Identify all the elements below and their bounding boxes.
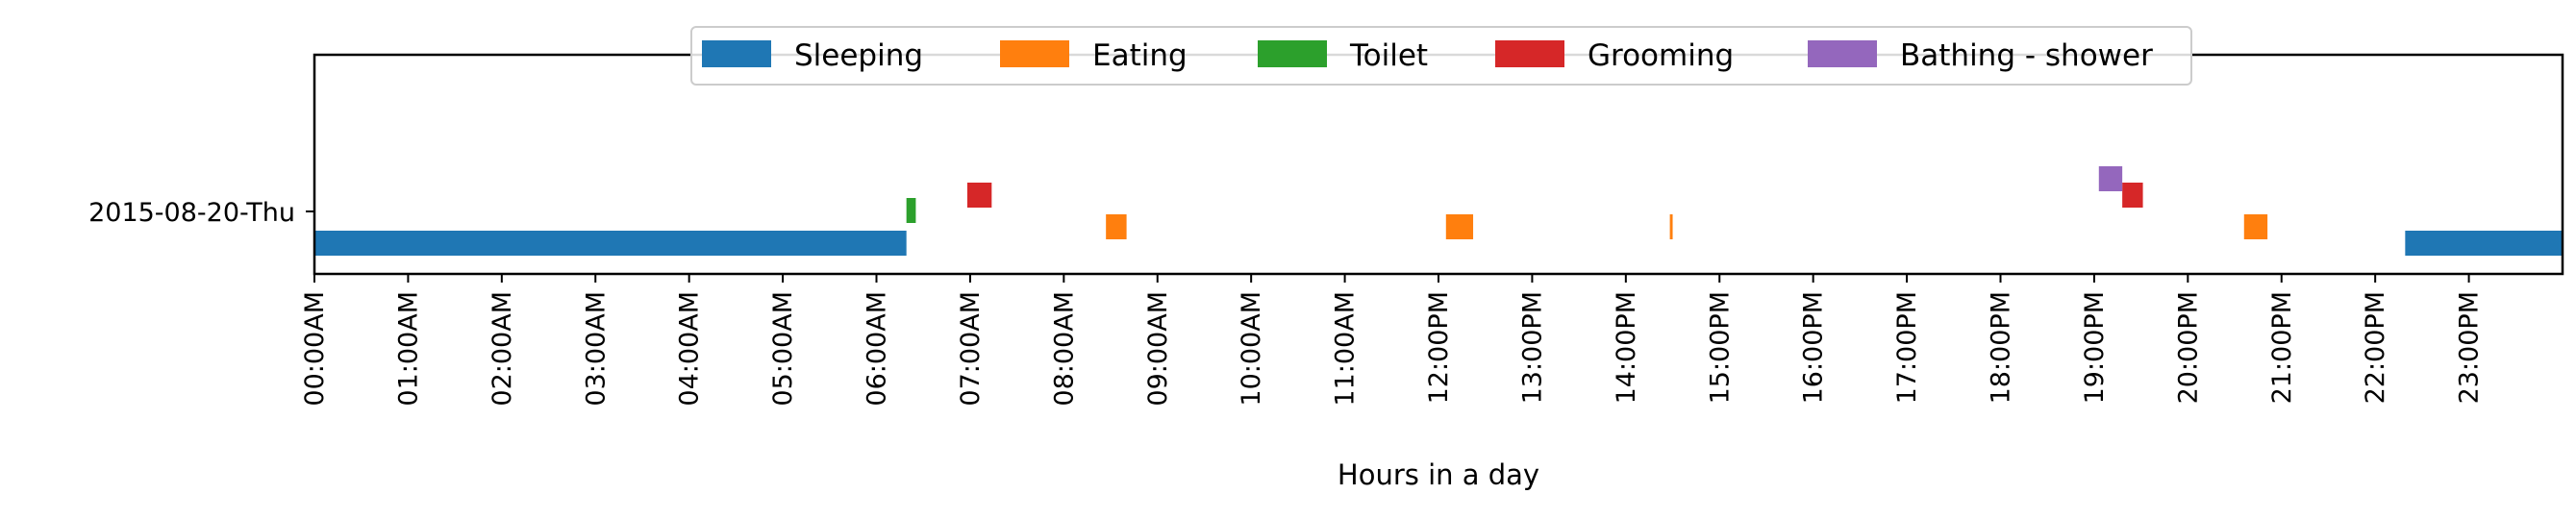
- bar-grooming-0: [966, 183, 992, 208]
- legend-swatch-eating: [1000, 40, 1069, 67]
- x-tick-label: 08:00AM: [1049, 291, 1079, 407]
- bar-eating-0: [1106, 214, 1127, 239]
- x-tick-label: 02:00AM: [488, 291, 517, 407]
- legend-label-bathing-shower: Bathing - shower: [1900, 38, 2153, 73]
- x-tick-label: 11:00AM: [1331, 291, 1361, 407]
- legend-swatch-toilet: [1258, 40, 1327, 67]
- x-tick-label: 19:00PM: [2080, 291, 2110, 404]
- y-axis: 2015-08-20-Thu: [88, 198, 314, 228]
- plot-bars: [314, 166, 2563, 256]
- x-tick-label: 09:00AM: [1143, 291, 1173, 407]
- x-tick-label: 17:00PM: [1892, 291, 1922, 404]
- x-tick-label: 23:00PM: [2455, 291, 2485, 404]
- x-axis: 00:00AM 01:00AM 02:00AM 03:00AM 04:00AM 05:00…: [300, 274, 2485, 407]
- bar-eating-2: [1669, 214, 1673, 239]
- legend-label-sleeping: Sleeping: [794, 38, 923, 73]
- bar-eating-1: [1445, 214, 1474, 239]
- x-tick-label: 01:00AM: [393, 291, 423, 407]
- x-tick-label: 15:00PM: [1705, 291, 1735, 404]
- bar-sleeping-1: [2405, 231, 2563, 256]
- x-tick-label: 04:00AM: [675, 291, 705, 407]
- y-tick-label: 2015-08-20-Thu: [88, 198, 295, 228]
- x-axis-label: Hours in a day: [1338, 458, 1539, 491]
- x-tick-label: 07:00AM: [956, 291, 986, 407]
- bar-eating-3: [2243, 214, 2268, 239]
- x-tick-label: 00:00AM: [300, 291, 330, 407]
- x-tick-label: 03:00AM: [581, 291, 611, 407]
- x-tick-label: 10:00AM: [1237, 291, 1266, 407]
- legend-label-eating: Eating: [1092, 38, 1188, 73]
- legend: Sleeping Eating Toilet Grooming Bathing - sh…: [690, 26, 2192, 86]
- legend-label-toilet: Toilet: [1349, 38, 1428, 73]
- x-tick-label: 22:00PM: [2361, 291, 2390, 404]
- legend-swatch-sleeping: [702, 40, 771, 67]
- bar-toilet-0: [906, 198, 916, 223]
- x-tick-label: 18:00PM: [1987, 291, 2016, 404]
- x-tick-label: 14:00PM: [1612, 291, 1641, 404]
- x-tick-label: 21:00PM: [2267, 291, 2297, 404]
- bar-sleeping-0: [314, 231, 907, 256]
- legend-swatch-grooming: [1495, 40, 1564, 67]
- x-tick-label: 06:00AM: [863, 291, 892, 407]
- legend-swatch-bathing-shower: [1808, 40, 1877, 67]
- x-tick-label: 12:00PM: [1424, 291, 1454, 404]
- bar-grooming-1: [2122, 183, 2143, 208]
- x-tick-label: 13:00PM: [1517, 291, 1547, 404]
- bar-bathing-shower-0: [2098, 166, 2123, 191]
- x-tick-label: 20:00PM: [2173, 291, 2203, 404]
- x-tick-label: 05:00AM: [768, 291, 798, 407]
- x-tick-label: 16:00PM: [1799, 291, 1829, 404]
- legend-label-grooming: Grooming: [1588, 38, 1734, 73]
